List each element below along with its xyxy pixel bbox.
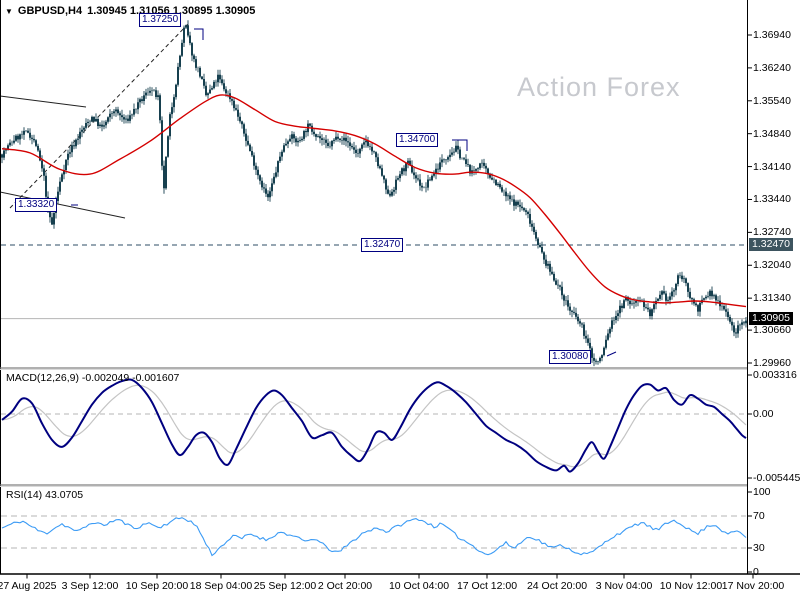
price-axis-tag-1.32470: 1.32470 bbox=[749, 238, 793, 252]
time-axis-label: 18 Sep 04:00 bbox=[189, 580, 253, 592]
price-axis-label: 1.33440 bbox=[753, 193, 791, 206]
price-axis-label: 1.32740 bbox=[753, 226, 791, 239]
annotation-connector-2 bbox=[452, 139, 468, 151]
price-axis-tag-1.30905: 1.30905 bbox=[749, 311, 793, 325]
rsi-name: RSI(14) bbox=[6, 489, 43, 501]
macd-axis-label: -0.005445 bbox=[753, 472, 800, 484]
annotation-connector-4 bbox=[606, 351, 617, 357]
time-axis-label: 10 Sep 20:00 bbox=[125, 580, 189, 592]
trendline-0[interactable] bbox=[0, 95, 87, 108]
macd-axis-label: 0.00 bbox=[753, 408, 774, 420]
ohlc-quotes: 1.30945 1.31056 1.30895 1.30905 bbox=[87, 5, 256, 17]
macd-label: MACD(12,26,9) -0.002049 -0.001607 bbox=[6, 372, 179, 384]
rsi-line bbox=[1, 517, 747, 557]
price-axis-label: 1.36940 bbox=[753, 29, 791, 41]
price-annotation-1.34700[interactable]: 1.34700 bbox=[396, 133, 439, 147]
macd-signal-line bbox=[1, 384, 747, 468]
price-axis-label: 1.29960 bbox=[753, 356, 791, 369]
time-axis-label: 25 Sep 12:00 bbox=[253, 580, 317, 592]
price-axis-label: 1.30660 bbox=[753, 324, 791, 337]
time-axis-label: 17 Nov 20:00 bbox=[721, 580, 785, 592]
macd-values: -0.002049 -0.001607 bbox=[81, 372, 180, 384]
annotation-connector-0 bbox=[194, 28, 204, 40]
time-axis-label: 10 Nov 12:00 bbox=[659, 580, 723, 592]
time-axis-label: 27 Aug 2025 bbox=[0, 580, 57, 592]
trendline-2[interactable] bbox=[9, 21, 191, 209]
price-annotation-1.30080[interactable]: 1.30080 bbox=[549, 350, 592, 364]
price-axis-label: 1.35540 bbox=[753, 94, 791, 107]
time-axis-label: 24 Oct 20:00 bbox=[526, 580, 588, 592]
rsi-label: RSI(14) 43.0705 bbox=[6, 489, 83, 501]
time-axis-label: 3 Nov 04:00 bbox=[595, 580, 653, 592]
moving-average-line bbox=[1, 94, 747, 308]
candle-wicks bbox=[1, 20, 747, 367]
time-axis-label: 10 Oct 04:00 bbox=[388, 580, 450, 592]
symbol-title: GBPUSD,H4 bbox=[17, 5, 83, 17]
rsi-axis-label: 30 bbox=[753, 542, 765, 554]
watermark: Action Forex bbox=[517, 72, 681, 102]
title-bar: ▼ GBPUSD,H4 1.30945 1.31056 1.30895 1.30… bbox=[5, 5, 255, 17]
price-annotation-1.37250[interactable]: 1.37250 bbox=[139, 13, 182, 27]
time-axis-label: 17 Oct 12:00 bbox=[456, 580, 518, 592]
rsi-axis-label: 0 bbox=[753, 566, 759, 578]
rsi-axis-label: 100 bbox=[753, 486, 771, 498]
price-axis-label: 1.34140 bbox=[753, 160, 791, 173]
symbol-dropdown-icon[interactable]: ▼ bbox=[5, 6, 13, 16]
rsi-value: 43.0705 bbox=[45, 489, 84, 501]
macd-name: MACD(12,26,9) bbox=[6, 372, 79, 384]
time-axis-label: 2 Oct 20:00 bbox=[317, 580, 373, 592]
macd-main-line bbox=[1, 378, 747, 473]
candle-bodies bbox=[1, 25, 747, 362]
price-annotation-1.32470[interactable]: 1.32470 bbox=[361, 238, 404, 252]
rsi-axis-label: 70 bbox=[753, 510, 765, 522]
price-annotation-1.33320[interactable]: 1.33320 bbox=[15, 198, 58, 212]
price-axis-label: 1.36240 bbox=[753, 61, 791, 74]
price-axis-label: 1.32040 bbox=[753, 259, 791, 272]
price-axis-label: 1.31340 bbox=[753, 292, 791, 305]
macd-axis-label: 0.003316 bbox=[753, 369, 797, 381]
price-axis-label: 1.34840 bbox=[753, 127, 791, 140]
time-axis-label: 3 Sep 12:00 bbox=[61, 580, 119, 592]
